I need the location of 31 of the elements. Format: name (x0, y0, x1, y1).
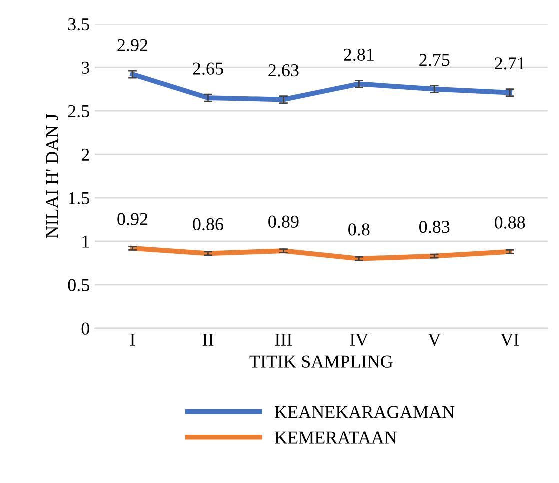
y-tick-label: 0.5 (68, 279, 90, 292)
x-axis-title: TITIK SAMPLING (250, 356, 393, 368)
data-label: 0.86 (193, 218, 224, 231)
x-tick-label: V (428, 334, 441, 346)
y-tick-label: 1 (82, 236, 90, 248)
data-label: 2.63 (268, 64, 299, 77)
x-tick-label: I (130, 334, 136, 346)
y-tick-label: 2 (82, 148, 90, 161)
data-label: 0.92 (118, 213, 148, 226)
y-axis-title: NILAI H' DAN J (46, 114, 58, 238)
legend-label: KEANEKARAGAMAN (275, 406, 455, 418)
x-tick-label: III (275, 334, 292, 346)
data-label: 2.92 (118, 39, 148, 52)
line-series (130, 246, 513, 262)
data-label: 2.81 (344, 48, 374, 62)
y-tick-label: 2.5 (68, 105, 90, 118)
data-label: 0.83 (420, 220, 450, 234)
data-label: 2.65 (193, 62, 224, 76)
y-tick-label: 1.5 (69, 192, 90, 205)
y-tick-label: 0 (82, 322, 90, 335)
data-label: 2.75 (420, 54, 450, 66)
legend-label: KEMERATAAN (275, 432, 397, 444)
y-tick-label: 3.5 (68, 18, 90, 31)
y-tick-label: 3 (82, 62, 90, 74)
data-label: 2.71 (495, 58, 525, 70)
data-label: 0.8 (348, 224, 370, 236)
data-label: 0.89 (268, 216, 299, 228)
x-tick-label: VI (500, 334, 519, 346)
x-tick-label: II (202, 334, 214, 346)
data-label: 0.88 (494, 216, 526, 229)
x-tick-label: IV (350, 334, 368, 346)
